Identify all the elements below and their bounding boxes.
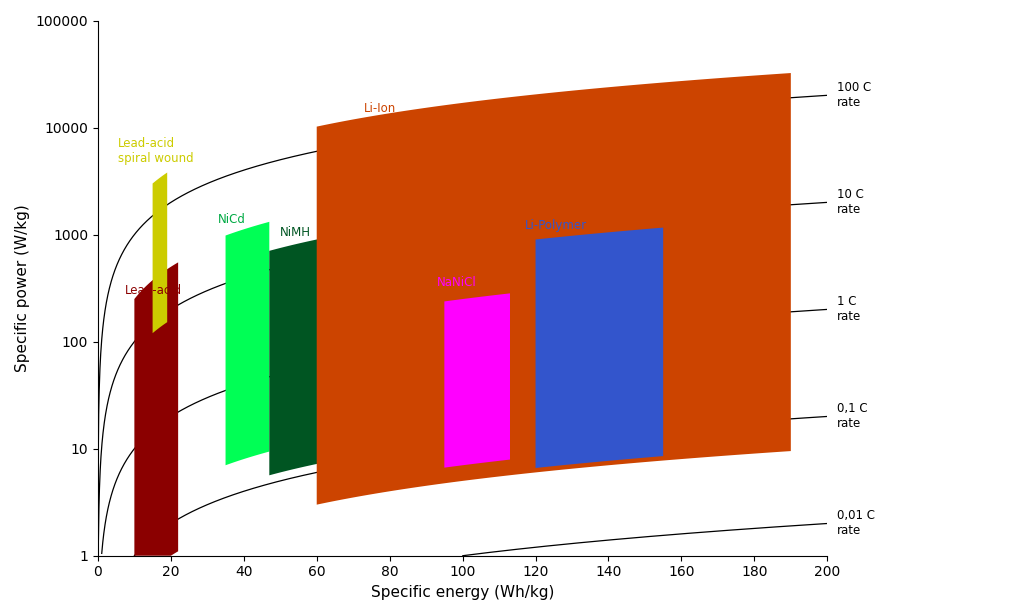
Polygon shape <box>269 238 324 475</box>
Text: NiMH: NiMH <box>280 226 311 239</box>
Text: 10 C
rate: 10 C rate <box>837 188 863 216</box>
Text: 0,1 C
rate: 0,1 C rate <box>837 402 868 430</box>
Polygon shape <box>444 293 510 467</box>
Text: Lead-acid: Lead-acid <box>125 284 182 297</box>
Polygon shape <box>317 73 791 505</box>
Text: NaNiCl: NaNiCl <box>437 276 477 289</box>
Text: Lead-acid
spiral wound: Lead-acid spiral wound <box>118 137 193 165</box>
Polygon shape <box>152 173 167 333</box>
Text: Li-Ion: Li-Ion <box>364 102 396 116</box>
Text: 1 C
rate: 1 C rate <box>837 295 861 323</box>
X-axis label: Specific energy (Wh/kg): Specific energy (Wh/kg) <box>371 585 554 600</box>
Text: 0,01 C
rate: 0,01 C rate <box>837 509 875 538</box>
Polygon shape <box>225 222 269 466</box>
Text: Li-Polymer: Li-Polymer <box>525 220 587 232</box>
Text: NiCd: NiCd <box>218 213 247 226</box>
Text: 100 C
rate: 100 C rate <box>837 81 872 109</box>
Polygon shape <box>535 228 663 468</box>
Y-axis label: Specific power (W/kg): Specific power (W/kg) <box>15 204 30 372</box>
Polygon shape <box>134 263 178 556</box>
